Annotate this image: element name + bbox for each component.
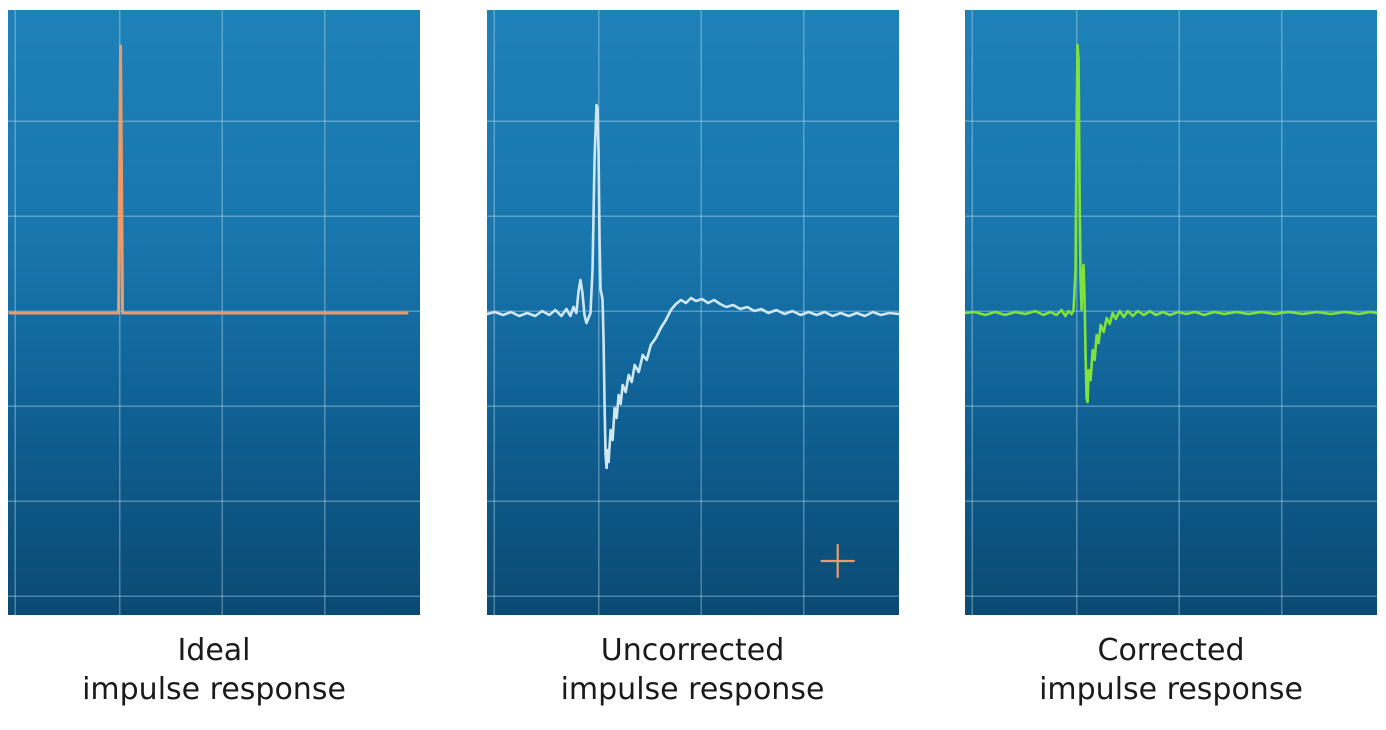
corrected-impulse-panel: Corrected impulse response [965,10,1377,730]
crosshair-plus-icon [820,543,855,579]
uncorrected-impulse-panel: Uncorrected impulse response [486,10,899,730]
caption-ideal-line1: Ideal [177,633,251,668]
corrected-response-curve [965,43,1377,404]
caption-ideal-line2: impulse response [82,672,346,707]
ideal-impulse-chart [8,10,420,615]
uncorrected-response-curve [486,103,899,470]
corrected-impulse-chart [965,10,1377,615]
caption-uncorrected-line2: impulse response [560,672,825,707]
caption-corrected-line1: Corrected [1097,633,1245,668]
ideal-response-curve [8,44,409,315]
caption-corrected-line2: impulse response [1039,672,1303,707]
caption-corrected: Corrected impulse response [965,631,1377,709]
uncorrected-impulse-chart [486,10,899,615]
ideal-impulse-panel: Ideal impulse response [8,10,420,730]
caption-uncorrected: Uncorrected impulse response [487,631,899,709]
caption-ideal: Ideal impulse response [8,631,420,709]
caption-uncorrected-line1: Uncorrected [600,633,785,668]
